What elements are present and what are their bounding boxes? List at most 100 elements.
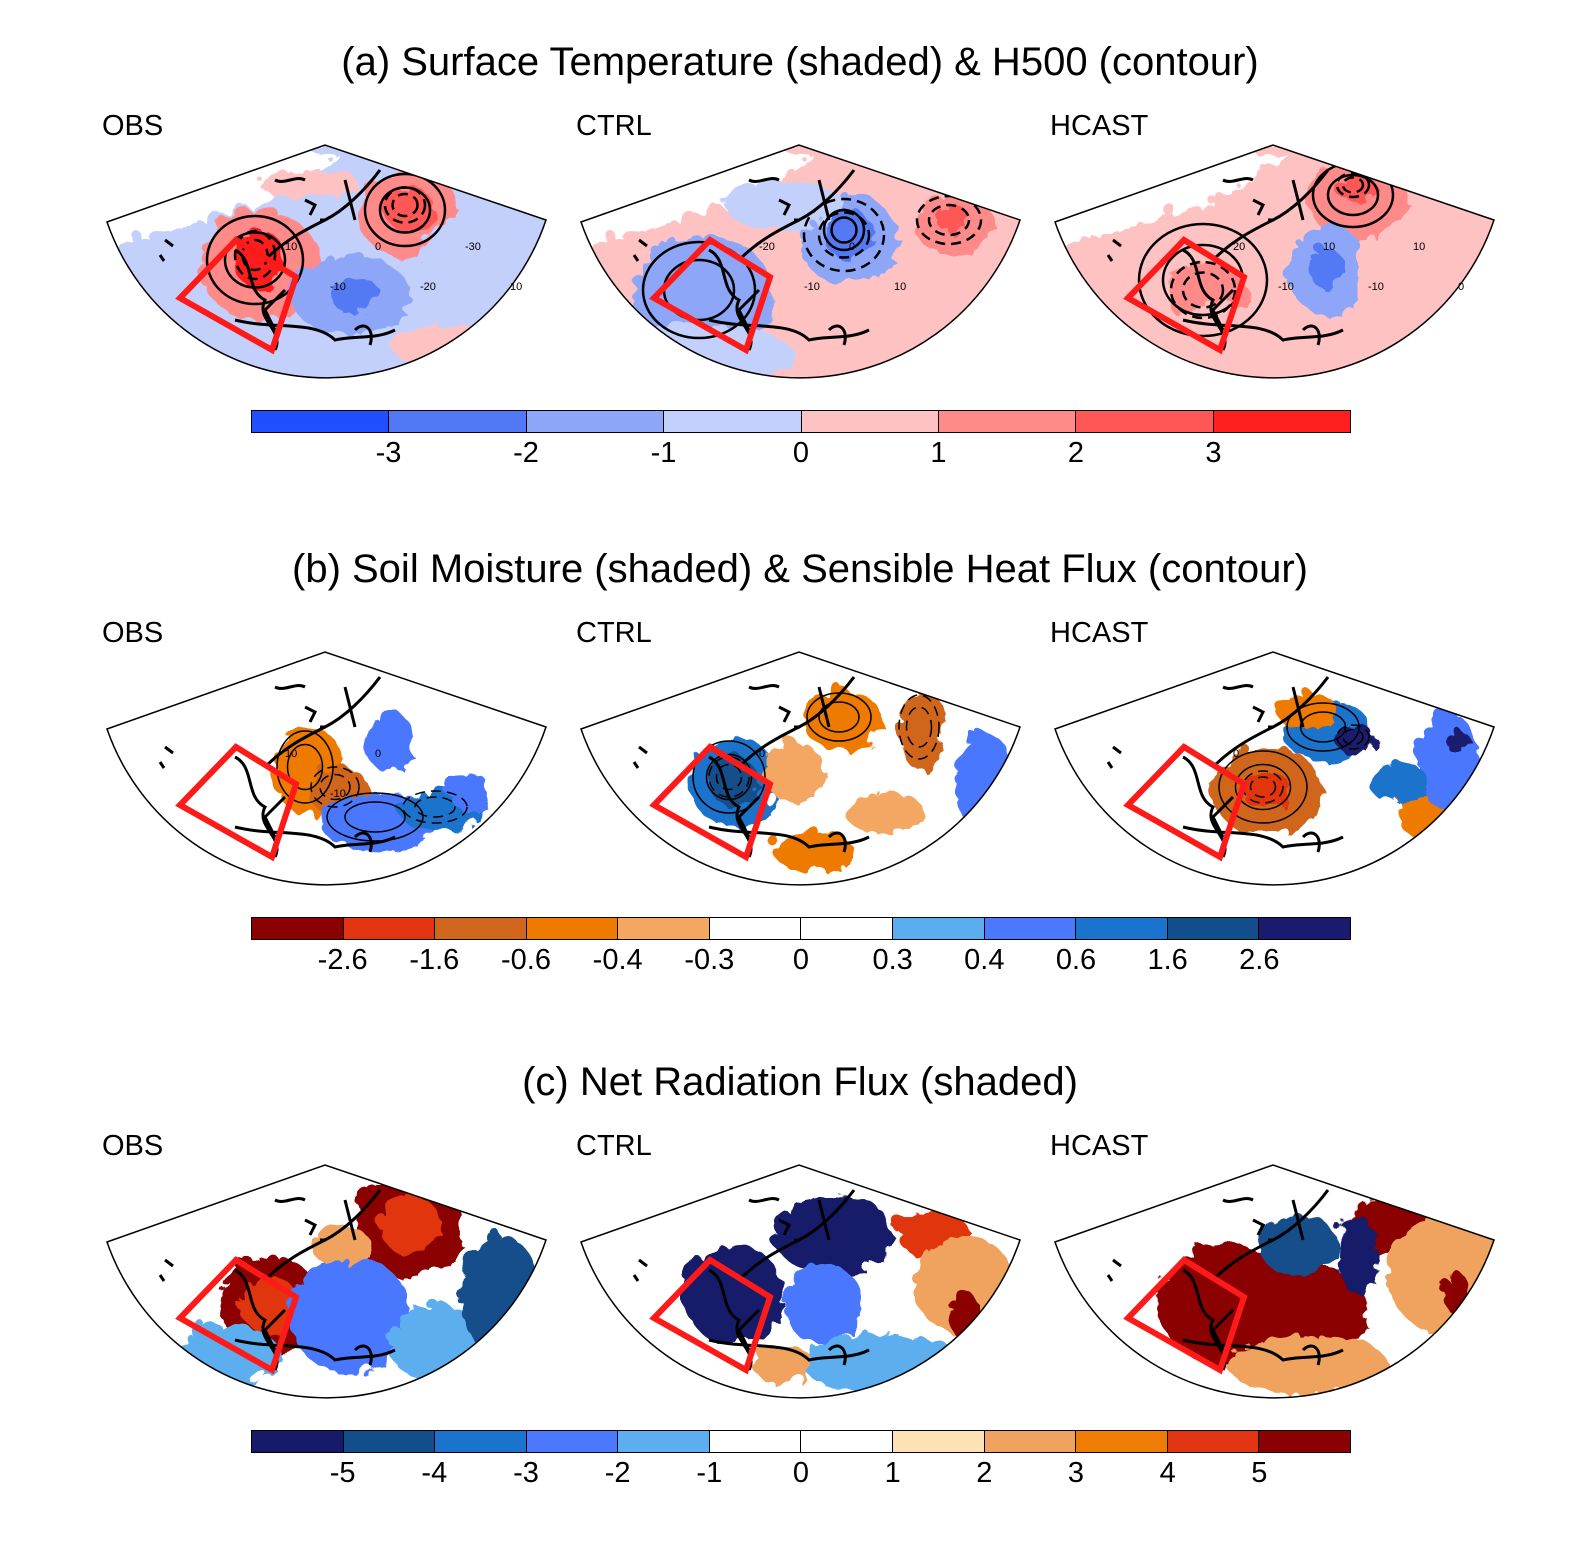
contours [276, 730, 468, 842]
colorbar-tick-label: -2 [604, 1457, 631, 1489]
colorbar [251, 917, 1351, 940]
shaded-region [305, 1220, 365, 1260]
map-boundary [580, 651, 1021, 886]
map-panel-obs [106, 1164, 547, 1399]
colorbar-tick-label: 1 [930, 437, 947, 469]
shaded-region [1223, 1330, 1383, 1390]
coastline [1106, 676, 1344, 858]
shaded-region [445, 767, 485, 807]
colorbar-tick-label: 3 [1067, 1457, 1085, 1489]
contour-label: -10 [1278, 281, 1294, 293]
colorbar-swatch [1076, 1431, 1168, 1452]
shaded-region [944, 1285, 974, 1335]
shaded-region [360, 707, 410, 767]
shaded-region [949, 727, 1009, 827]
colorbar-tick-label: -5 [329, 1457, 356, 1489]
shaded-region [385, 320, 485, 360]
colorbar-swatch [343, 918, 436, 939]
contour-label: -20 [759, 241, 775, 253]
colorbar-swatch [1076, 918, 1168, 939]
shaded-region [629, 230, 769, 350]
map-boundary [106, 144, 547, 379]
shaded-region [819, 205, 869, 255]
map-boundary [580, 1164, 1021, 1399]
contour-label: 10 [1413, 241, 1425, 253]
colorbar-swatch [389, 411, 527, 432]
map-panel-obs: 10 -10 0 -20 -30 10 [106, 144, 547, 379]
colorbar-tick-label: 0.6 [1055, 944, 1097, 976]
coastline [632, 1189, 870, 1371]
colorbar-tick-label: -0.6 [501, 944, 551, 976]
colorbar-swatch [343, 1431, 436, 1452]
region-box [1123, 236, 1248, 355]
shaded-region [415, 200, 546, 320]
contour-label: 10 [285, 748, 297, 760]
contour-label: 0 [375, 748, 381, 760]
shaded-region [909, 1230, 1009, 1330]
shaded-region [325, 272, 375, 308]
region-box [175, 1256, 300, 1375]
region-box [175, 236, 300, 355]
colorbar-swatch [435, 1431, 527, 1452]
colorbar-swatch [526, 1431, 619, 1452]
contour-label: 10 [510, 281, 522, 293]
map-boundary [1054, 1164, 1495, 1399]
shaded-region [1363, 757, 1423, 797]
shaded-region [375, 1190, 435, 1250]
contour-label: 20 [1233, 241, 1245, 253]
region-box [175, 743, 300, 862]
contour-label: 0 [1458, 281, 1464, 293]
region-box [1123, 743, 1248, 862]
shaded-region [1383, 1210, 1494, 1330]
section-title: (b) Soil Moisture (shaded) & Sensible He… [292, 547, 1308, 591]
colorbar-tick-label: 2 [976, 1457, 993, 1489]
colorbar-swatch [938, 411, 1077, 432]
colorbar-swatch [252, 1431, 344, 1452]
panel-label: CTRL [576, 110, 652, 142]
section-title: (a) Surface Temperature (shaded) & H500 … [341, 40, 1259, 84]
contour-label: 0 [1233, 748, 1239, 760]
region-box [649, 236, 774, 355]
colorbar-swatch [435, 918, 527, 939]
region-box [1123, 1256, 1248, 1375]
colorbar [251, 1430, 1351, 1453]
contours [692, 692, 940, 814]
colorbar-swatch [526, 918, 619, 939]
colorbar-swatch [618, 1431, 710, 1452]
colorbar-swatch [1259, 918, 1350, 939]
contour-label: -10 [804, 281, 820, 293]
colorbar-tick-label: 1.6 [1147, 944, 1188, 976]
contour-label: 10 [285, 241, 297, 253]
colorbar-tick-label: -3 [375, 437, 402, 469]
shaded-region [1305, 245, 1341, 285]
map-boundary [1054, 144, 1495, 379]
contour-label: 0 [375, 241, 381, 253]
map-panel-hcast: 0 [1054, 651, 1495, 886]
colorbar-tick-label: -1 [650, 437, 677, 469]
contour-label: -20 [420, 281, 436, 293]
map-panel-ctrl [580, 1164, 1021, 1399]
coastline [1106, 1189, 1344, 1371]
colorbar-swatch [801, 918, 894, 939]
map-boundary [1054, 651, 1495, 886]
colorbar-tick-label: 0.3 [872, 944, 913, 976]
colorbar-tick-label: -3 [513, 1457, 539, 1489]
colorbar-tick-label: -1 [696, 1457, 723, 1489]
shaded-region [894, 687, 944, 767]
colorbar-tick-label: 2.6 [1239, 944, 1280, 976]
shaded-region [799, 1330, 959, 1390]
colorbar-swatch [709, 918, 802, 939]
shaded-region [934, 200, 964, 230]
shaded-region [380, 183, 430, 227]
colorbar-swatch [526, 411, 665, 432]
contour-label: -10 [1368, 281, 1384, 293]
colorbar-tick-label: 5 [1251, 1457, 1268, 1489]
shaded-region [1238, 767, 1288, 807]
colorbar-swatch [984, 918, 1077, 939]
shaded-region [175, 1320, 275, 1380]
colorbar-swatch [1259, 1431, 1350, 1452]
colorbar-tick-label: -4 [421, 1457, 448, 1489]
colorbar-tick-label: -0.3 [684, 944, 735, 976]
contours [1218, 702, 1370, 824]
colorbar-tick-label: -1.6 [409, 944, 460, 976]
